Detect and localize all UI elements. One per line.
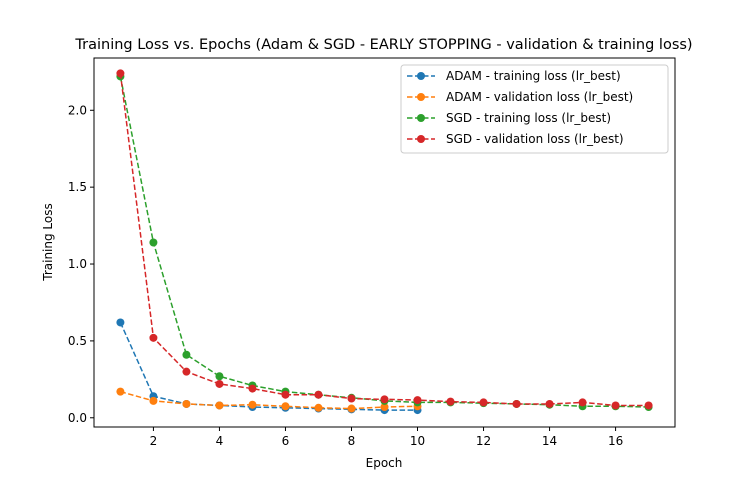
legend-marker [417, 72, 425, 80]
y-tick-label: 2.0 [68, 103, 87, 117]
legend-label: ADAM - training loss (lr_best) [446, 69, 621, 83]
legend-marker [417, 114, 425, 122]
data-point [314, 403, 323, 412]
data-point [380, 403, 389, 412]
chart-title: Training Loss vs. Epochs (Adam & SGD - E… [74, 37, 692, 53]
x-tick-label: 14 [542, 434, 557, 448]
legend-item: ADAM - validation loss (lr_best) [407, 90, 633, 104]
x-axis-label: Epoch [366, 456, 403, 470]
data-point [446, 397, 455, 406]
x-tick-label: 4 [216, 434, 224, 448]
series-line [120, 390, 418, 410]
x-tick-label: 6 [282, 434, 290, 448]
legend-item: ADAM - training loss (lr_best) [407, 69, 621, 83]
data-point [347, 394, 356, 403]
x-tick-label: 12 [476, 434, 491, 448]
data-point [611, 401, 620, 410]
data-point [413, 396, 422, 405]
data-point [281, 402, 290, 411]
data-point [545, 399, 554, 408]
data-point [182, 367, 191, 376]
legend: ADAM - training loss (lr_best) ADAM - val… [400, 64, 669, 154]
series-4 [116, 69, 653, 410]
data-point [116, 69, 125, 78]
data-point [182, 350, 191, 359]
series-2 [116, 387, 422, 413]
y-tick-label: 1.5 [68, 180, 87, 194]
y-axis-label: Training Loss [41, 203, 55, 281]
data-point [512, 399, 521, 408]
data-point [578, 398, 587, 407]
legend-item: SGD - training loss (lr_best) [407, 111, 611, 125]
data-point [347, 404, 356, 413]
y-tick-label: 0.0 [68, 411, 87, 425]
legend-marker [417, 93, 425, 101]
data-point [479, 398, 488, 407]
x-tick-label: 8 [348, 434, 356, 448]
y-axis-ticks: 0.0 0.5 1.0 1.5 2.0 [68, 103, 94, 425]
legend-box [400, 64, 669, 154]
data-point [149, 333, 158, 342]
x-tick-label: 10 [410, 434, 425, 448]
data-point [182, 399, 191, 408]
x-tick-label: 2 [150, 434, 158, 448]
x-tick-label: 16 [608, 434, 623, 448]
series-layer [116, 69, 653, 415]
data-point [116, 387, 125, 396]
data-point [215, 401, 224, 410]
data-point [149, 238, 158, 247]
data-point [215, 372, 224, 381]
x-axis-ticks: 2 4 6 8 10 12 14 16 [150, 427, 623, 448]
data-point [281, 390, 290, 399]
data-point [149, 396, 158, 405]
data-point [248, 384, 257, 393]
y-tick-label: 0.5 [68, 334, 87, 348]
legend-label: SGD - training loss (lr_best) [446, 111, 611, 125]
legend-marker [417, 135, 425, 143]
legend-label: ADAM - validation loss (lr_best) [446, 90, 633, 104]
data-point [248, 400, 257, 409]
y-tick-label: 1.0 [68, 257, 87, 271]
data-point [215, 379, 224, 388]
plot-frame [93, 57, 676, 428]
legend-label: SGD - validation loss (lr_best) [446, 132, 624, 146]
data-point [380, 395, 389, 404]
data-point [314, 390, 323, 399]
data-point [644, 401, 653, 410]
data-point [116, 318, 125, 327]
legend-item: SGD - validation loss (lr_best) [407, 132, 624, 146]
series-line [119, 322, 418, 411]
